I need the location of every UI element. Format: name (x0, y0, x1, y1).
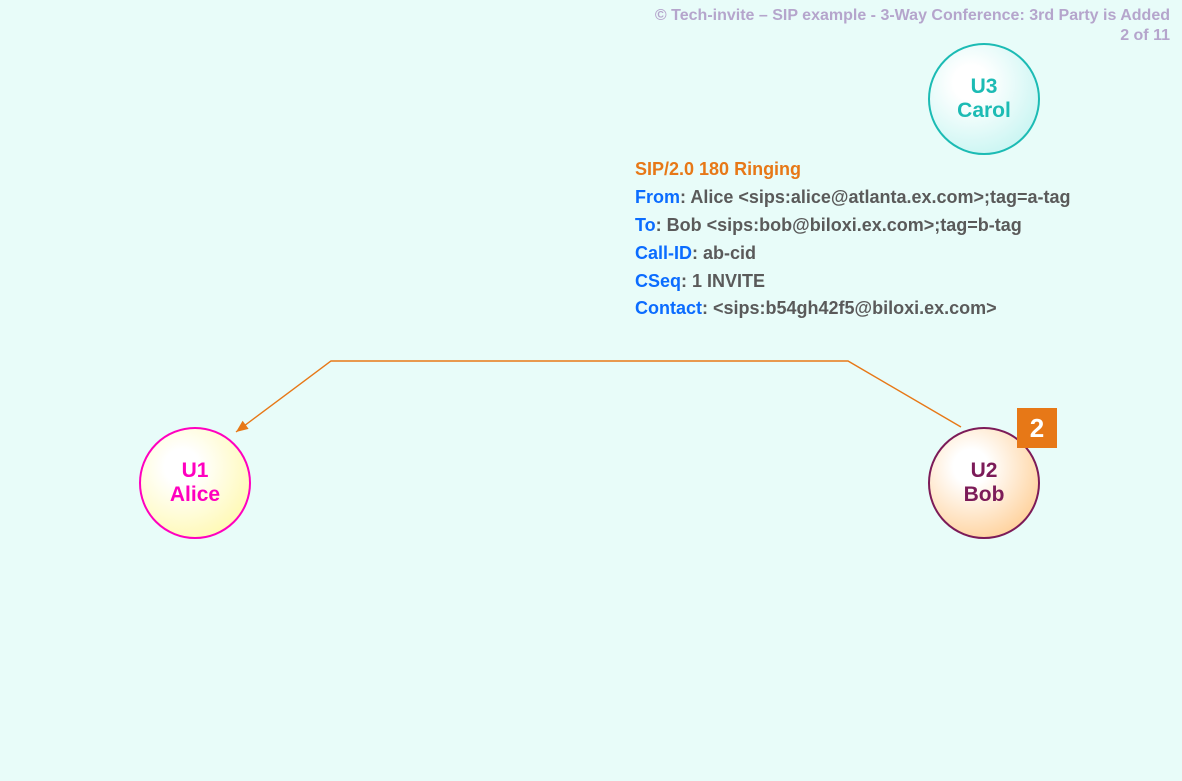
node-u3-id: U3 (971, 75, 998, 99)
sip-header-key: Call-ID (635, 243, 692, 263)
sip-header-val: : ab-cid (692, 243, 756, 263)
node-u1-name: Alice (170, 483, 220, 507)
message-arrow-line (236, 361, 961, 432)
sip-header-to: To: Bob <sips:bob@biloxi.ex.com>;tag=b-t… (635, 212, 1071, 240)
header-line-1: © Tech-invite – SIP example - 3-Way Conf… (655, 7, 1170, 24)
header-sep2: - (866, 7, 880, 24)
node-u2-id: U2 (971, 459, 998, 483)
header-title: 3-Way Conference: 3rd Party is Added (880, 7, 1170, 24)
sip-header-key: CSeq (635, 271, 681, 291)
node-u1-alice: U1 Alice (139, 427, 251, 539)
sip-header-callid: Call-ID: ab-cid (635, 240, 1071, 268)
node-u2-name: Bob (964, 483, 1005, 507)
node-u3-carol: U3 Carol (928, 43, 1040, 155)
step-badge-number: 2 (1030, 413, 1044, 444)
sip-header-key: Contact (635, 298, 702, 318)
sip-header-contact: Contact: <sips:b54gh42f5@biloxi.ex.com> (635, 295, 1071, 323)
sip-status-line: SIP/2.0 180 Ringing (635, 156, 1071, 184)
diagram-canvas: © Tech-invite – SIP example - 3-Way Conf… (0, 0, 1182, 781)
sip-header-cseq: CSeq: 1 INVITE (635, 268, 1071, 296)
sip-header-val: : 1 INVITE (681, 271, 765, 291)
sip-header-val: : Alice <sips:alice@atlanta.ex.com>;tag=… (680, 187, 1071, 207)
sip-header-from: From: Alice <sips:alice@atlanta.ex.com>;… (635, 184, 1071, 212)
sip-header-key: To (635, 215, 656, 235)
header-subject: SIP example (772, 7, 866, 24)
step-badge: 2 (1017, 408, 1057, 448)
header-page: 2 of 11 (1120, 27, 1170, 44)
sip-header-key: From (635, 187, 680, 207)
sip-header-val: : Bob <sips:bob@biloxi.ex.com>;tag=b-tag (656, 215, 1022, 235)
header-sep1: – (754, 7, 772, 24)
node-u3-name: Carol (957, 99, 1011, 123)
node-u1-id: U1 (182, 459, 209, 483)
sip-message-block: SIP/2.0 180 Ringing From: Alice <sips:al… (635, 156, 1071, 323)
header-block: © Tech-invite – SIP example - 3-Way Conf… (655, 6, 1170, 46)
sip-header-val: : <sips:b54gh42f5@biloxi.ex.com> (702, 298, 997, 318)
message-arrow-head (236, 421, 249, 432)
copyright-text: © Tech-invite (655, 7, 755, 24)
